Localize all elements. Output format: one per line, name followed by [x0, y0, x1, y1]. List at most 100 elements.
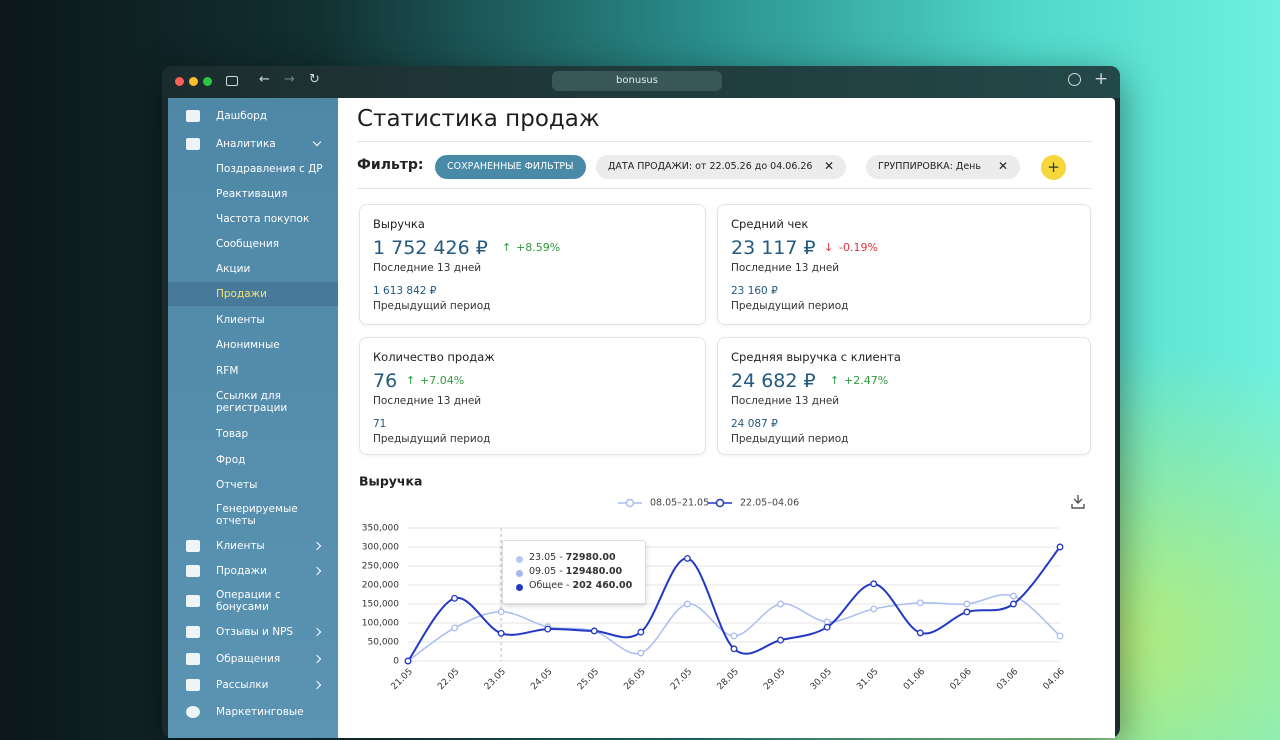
nav-item[interactable]: Клиенты [216, 540, 265, 552]
data-point [683, 600, 691, 608]
filter-chip[interactable]: ДАТА ПРОДАЖИ: от 22.05.26 до 04.06.26 [596, 155, 846, 179]
nav-item[interactable]: Рассылки [216, 679, 269, 691]
zoom-button[interactable] [203, 77, 212, 86]
nav-subitem[interactable]: Сообщения [216, 238, 280, 250]
card-period: Последние 13 дней [373, 395, 482, 407]
y-tick-label: 200,000 [362, 581, 399, 591]
tooltip-date: Общее - [529, 580, 573, 591]
kpi-card: Средняя выручка с клиента 24 682 ₽ ↑ +2.… [717, 337, 1091, 455]
x-tick-label: 31.05 [855, 667, 880, 692]
card-previous-label: Предыдущий период [731, 433, 849, 445]
nav-subitem[interactable]: Анонимные [216, 339, 280, 351]
nav-item[interactable]: Обращения [216, 653, 281, 665]
x-tick-label: 30.05 [809, 667, 834, 692]
y-tick-label: 150,000 [362, 600, 399, 610]
data-point [451, 594, 459, 602]
card-value: 23 117 ₽ [731, 237, 816, 259]
download-icon[interactable] [1071, 495, 1085, 509]
card-value: 76 [373, 370, 398, 392]
tooltip-date: 23.05 - [529, 552, 566, 563]
data-point [683, 554, 691, 562]
card-period: Последние 13 дней [731, 395, 840, 407]
nav-subitem[interactable]: Реактивация [216, 188, 288, 200]
close-button[interactable] [175, 77, 184, 86]
card-title: Средний чек [731, 217, 809, 231]
card-previous-label: Предыдущий период [731, 300, 849, 312]
download-glyph [1071, 495, 1085, 509]
reload-button[interactable]: ↻ [309, 72, 320, 87]
icon [186, 679, 200, 691]
icon [186, 653, 200, 665]
card-title: Количество продаж [373, 350, 495, 364]
sidebar-toggle[interactable] [226, 76, 238, 86]
nav-subitem[interactable]: Генерируемые отчеты [216, 503, 298, 527]
nav-item[interactable]: Маркетинговые [216, 706, 304, 718]
x-tick-label: 03.06 [995, 667, 1020, 692]
remove-chip[interactable]: ✕ [998, 159, 1009, 173]
content: Статистика продаж Фильтр: СОХРАНЕННЫЕ ФИ… [338, 98, 1115, 738]
arrow-up: ↑ [406, 374, 416, 387]
data-point [497, 629, 505, 637]
nav-subitem[interactable]: Частота покупок [216, 213, 310, 225]
data-point [1009, 592, 1017, 600]
card-period: Последние 13 дней [373, 262, 482, 274]
data-point [1056, 543, 1064, 551]
tooltip: 23.05 - 72980.00 09.05 - 129480.00 Общее… [502, 540, 646, 604]
nav-subitem[interactable]: Акции [216, 263, 251, 275]
y-tick-label: 300,000 [362, 543, 399, 553]
forward-button[interactable]: → [284, 72, 295, 87]
card-period: Последние 13 дней [731, 262, 840, 274]
nav-subitem[interactable]: Отчеты [216, 479, 258, 491]
card-previous-label: Предыдущий период [373, 433, 491, 445]
saved-filters-button[interactable]: СОХРАНЕННЫЕ ФИЛЬТРЫ [435, 155, 586, 179]
nav-subitem[interactable]: Фрод [216, 454, 246, 466]
card-previous-value: 23 160 ₽ [731, 285, 778, 297]
x-tick-label: 29.05 [762, 667, 787, 692]
data-point [730, 632, 738, 640]
tooltip-row: 09.05 - 129480.00 [529, 566, 622, 577]
back-button[interactable]: ← [259, 72, 270, 87]
icon [186, 110, 200, 122]
title-bar: ← → ↻ bonusus + [162, 66, 1120, 98]
nav-item[interactable]: Отзывы и NPS [216, 626, 294, 638]
kpi-card: Выручка 1 752 426 ₽ ↑ +8.59% Последние 1… [359, 204, 706, 325]
data-point [916, 599, 924, 607]
divider [357, 188, 1092, 189]
data-point [870, 580, 878, 588]
data-point [730, 645, 738, 653]
add-filter-button[interactable]: + [1041, 155, 1066, 180]
x-tick-label: 26.05 [622, 667, 647, 692]
remove-chip[interactable]: ✕ [824, 159, 835, 173]
page-title: Статистика продаж [357, 106, 600, 132]
card-value: 24 682 ₽ [731, 370, 816, 392]
nav-subitem[interactable]: Поздравления с ДР [216, 163, 323, 175]
card-change: -0.19% [839, 241, 878, 254]
icon [186, 138, 200, 150]
nav-item[interactable]: Операции с бонусами [216, 589, 281, 613]
minimize-button[interactable] [189, 77, 198, 86]
nav-subitem[interactable]: Ссылки для регистрации [216, 390, 288, 414]
address-bar[interactable]: bonusus [552, 71, 722, 91]
share-button[interactable] [1068, 73, 1081, 86]
chart-title: Выручка [359, 474, 422, 489]
nav-item[interactable]: Аналитика [216, 138, 276, 150]
nav-subitem[interactable]: Клиенты [216, 314, 265, 326]
nav-item[interactable]: Продажи [216, 565, 267, 577]
icon [186, 706, 200, 718]
series-line [407, 546, 1061, 662]
tooltip-value: 129480.00 [565, 566, 623, 577]
nav-subitem-active[interactable]: Продажи [216, 288, 267, 300]
card-previous-value: 71 [373, 418, 387, 430]
legend-label: 08.05–21.05 [650, 498, 709, 509]
nav-subitem[interactable]: Товар [216, 428, 249, 440]
data-point [823, 623, 831, 631]
nav-subitem[interactable]: RFM [216, 365, 239, 377]
data-point [963, 608, 971, 616]
new-tab-button[interactable]: + [1094, 69, 1109, 89]
nav-item[interactable]: Дашборд [216, 110, 268, 122]
icon [186, 595, 200, 607]
data-point [637, 649, 645, 657]
filter-chip[interactable]: ГРУППИРОВКА: День [866, 155, 1020, 179]
